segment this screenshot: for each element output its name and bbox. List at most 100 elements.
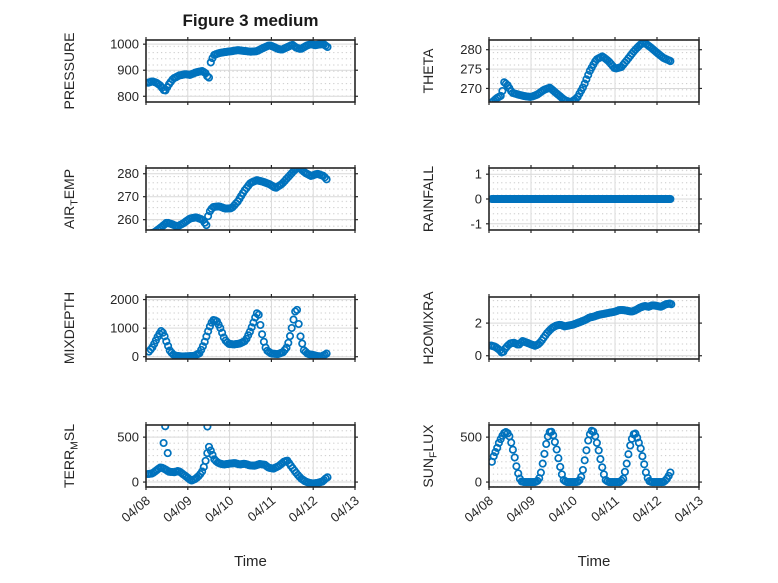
data-series [488, 299, 676, 357]
y-tick-label: 0 [475, 475, 482, 490]
data-point [247, 323, 256, 332]
axes-box [145, 424, 356, 488]
subplot-mixdepth: 0 1000 2000 MIXDEPTH [61, 292, 358, 364]
data-series [488, 426, 675, 487]
outlier-point [159, 438, 168, 448]
data-point [620, 467, 629, 476]
data-point [322, 175, 331, 184]
data-point [198, 467, 207, 476]
data-point [582, 75, 591, 84]
y-axis-label: AIRTEMP [61, 169, 81, 229]
x-axis-label: Time [234, 553, 267, 570]
data-point [258, 330, 267, 339]
x-tick-label: 04/08 [461, 493, 496, 525]
tick-marks [486, 37, 702, 105]
data-point [218, 328, 227, 337]
y-tick-label: 0 [132, 475, 139, 490]
y-axis-label: RAINFALL [420, 166, 436, 232]
data-point [580, 79, 589, 88]
y-tick-label: 275 [460, 62, 482, 77]
data-point [291, 307, 300, 316]
tick-marks [143, 37, 358, 105]
y-tick-label: 270 [460, 81, 482, 96]
data-point [536, 468, 545, 477]
data-point [666, 194, 675, 204]
data-point [204, 73, 214, 82]
subplot-terr_msl: 0 500 TERRMSL 04/08 04/09 04/10 04/11 04/12 04/1… [61, 422, 362, 570]
data-point [202, 221, 211, 230]
tick-marks [486, 422, 702, 490]
data-point [640, 460, 649, 469]
outlier-point [163, 449, 172, 458]
data-point [580, 456, 589, 465]
data-point [554, 454, 563, 463]
y-tick-label: 2 [475, 316, 482, 331]
outlier-point [203, 424, 212, 431]
data-point [584, 70, 593, 80]
data-point [578, 465, 587, 475]
data-point [589, 427, 598, 436]
minor-grid [489, 40, 699, 102]
data-point [550, 437, 559, 447]
y-tick-label: 280 [460, 42, 482, 57]
data-point [592, 438, 601, 447]
data-point [622, 459, 631, 468]
data-point [245, 327, 254, 336]
axes-box [488, 424, 700, 488]
data-point [201, 456, 210, 465]
x-tick-label: 04/10 [545, 493, 580, 525]
data-point [667, 300, 676, 309]
data-series [145, 40, 332, 95]
y-axis-label: SUNFLUX [420, 424, 440, 488]
data-point [285, 332, 295, 341]
data-point [164, 341, 173, 351]
data-point [510, 453, 519, 462]
y-tick-label: 0 [475, 192, 482, 207]
y-tick-label: 280 [117, 166, 139, 181]
subplot-air_temp: 260 270 280 AIRTEMP [61, 165, 358, 233]
data-point [204, 212, 213, 221]
data-point [320, 173, 329, 182]
y-tick-label: 0 [475, 348, 482, 363]
data-point [582, 446, 591, 455]
y-tick-label: 2000 [110, 292, 139, 307]
major-grid [489, 297, 699, 359]
outlier-point [161, 424, 170, 431]
x-tick-label: 04/11 [244, 493, 278, 525]
x-tick-label: 04/09 [160, 493, 195, 525]
data-point [542, 439, 551, 449]
data-series [488, 194, 675, 204]
axes-box [488, 296, 700, 360]
data-point [493, 443, 502, 452]
data-series [145, 305, 331, 360]
major-grid [146, 168, 355, 230]
tick-marks [143, 294, 358, 362]
data-point [216, 323, 225, 333]
data-point [666, 57, 675, 66]
data-point [666, 468, 675, 477]
data-point [598, 463, 607, 472]
data-series [145, 424, 332, 488]
data-point [638, 452, 647, 461]
tick-marks [486, 294, 702, 362]
tick-marks [143, 165, 358, 233]
data-point [508, 445, 517, 454]
data-point [208, 450, 217, 459]
y-tick-label: 800 [117, 89, 139, 104]
data-point [198, 342, 207, 351]
y-tick-label: 1 [475, 167, 482, 182]
subplot-h2omixra: 0 2 H2OMIXRA [420, 291, 702, 365]
data-point [146, 229, 152, 231]
data-point [254, 310, 263, 319]
data-point [489, 452, 498, 461]
subplot-pressure: 800 900 1000 PRESSURE [61, 32, 358, 110]
axes-box [145, 39, 356, 103]
data-point [512, 462, 521, 471]
figure-title: Figure 3 medium [182, 11, 319, 30]
axes-box [145, 167, 356, 231]
data-point [540, 449, 549, 458]
subplot-theta: 270 275 280 THETA [420, 37, 702, 105]
y-tick-label: 900 [117, 63, 139, 78]
x-tick-label: 04/10 [202, 493, 237, 525]
